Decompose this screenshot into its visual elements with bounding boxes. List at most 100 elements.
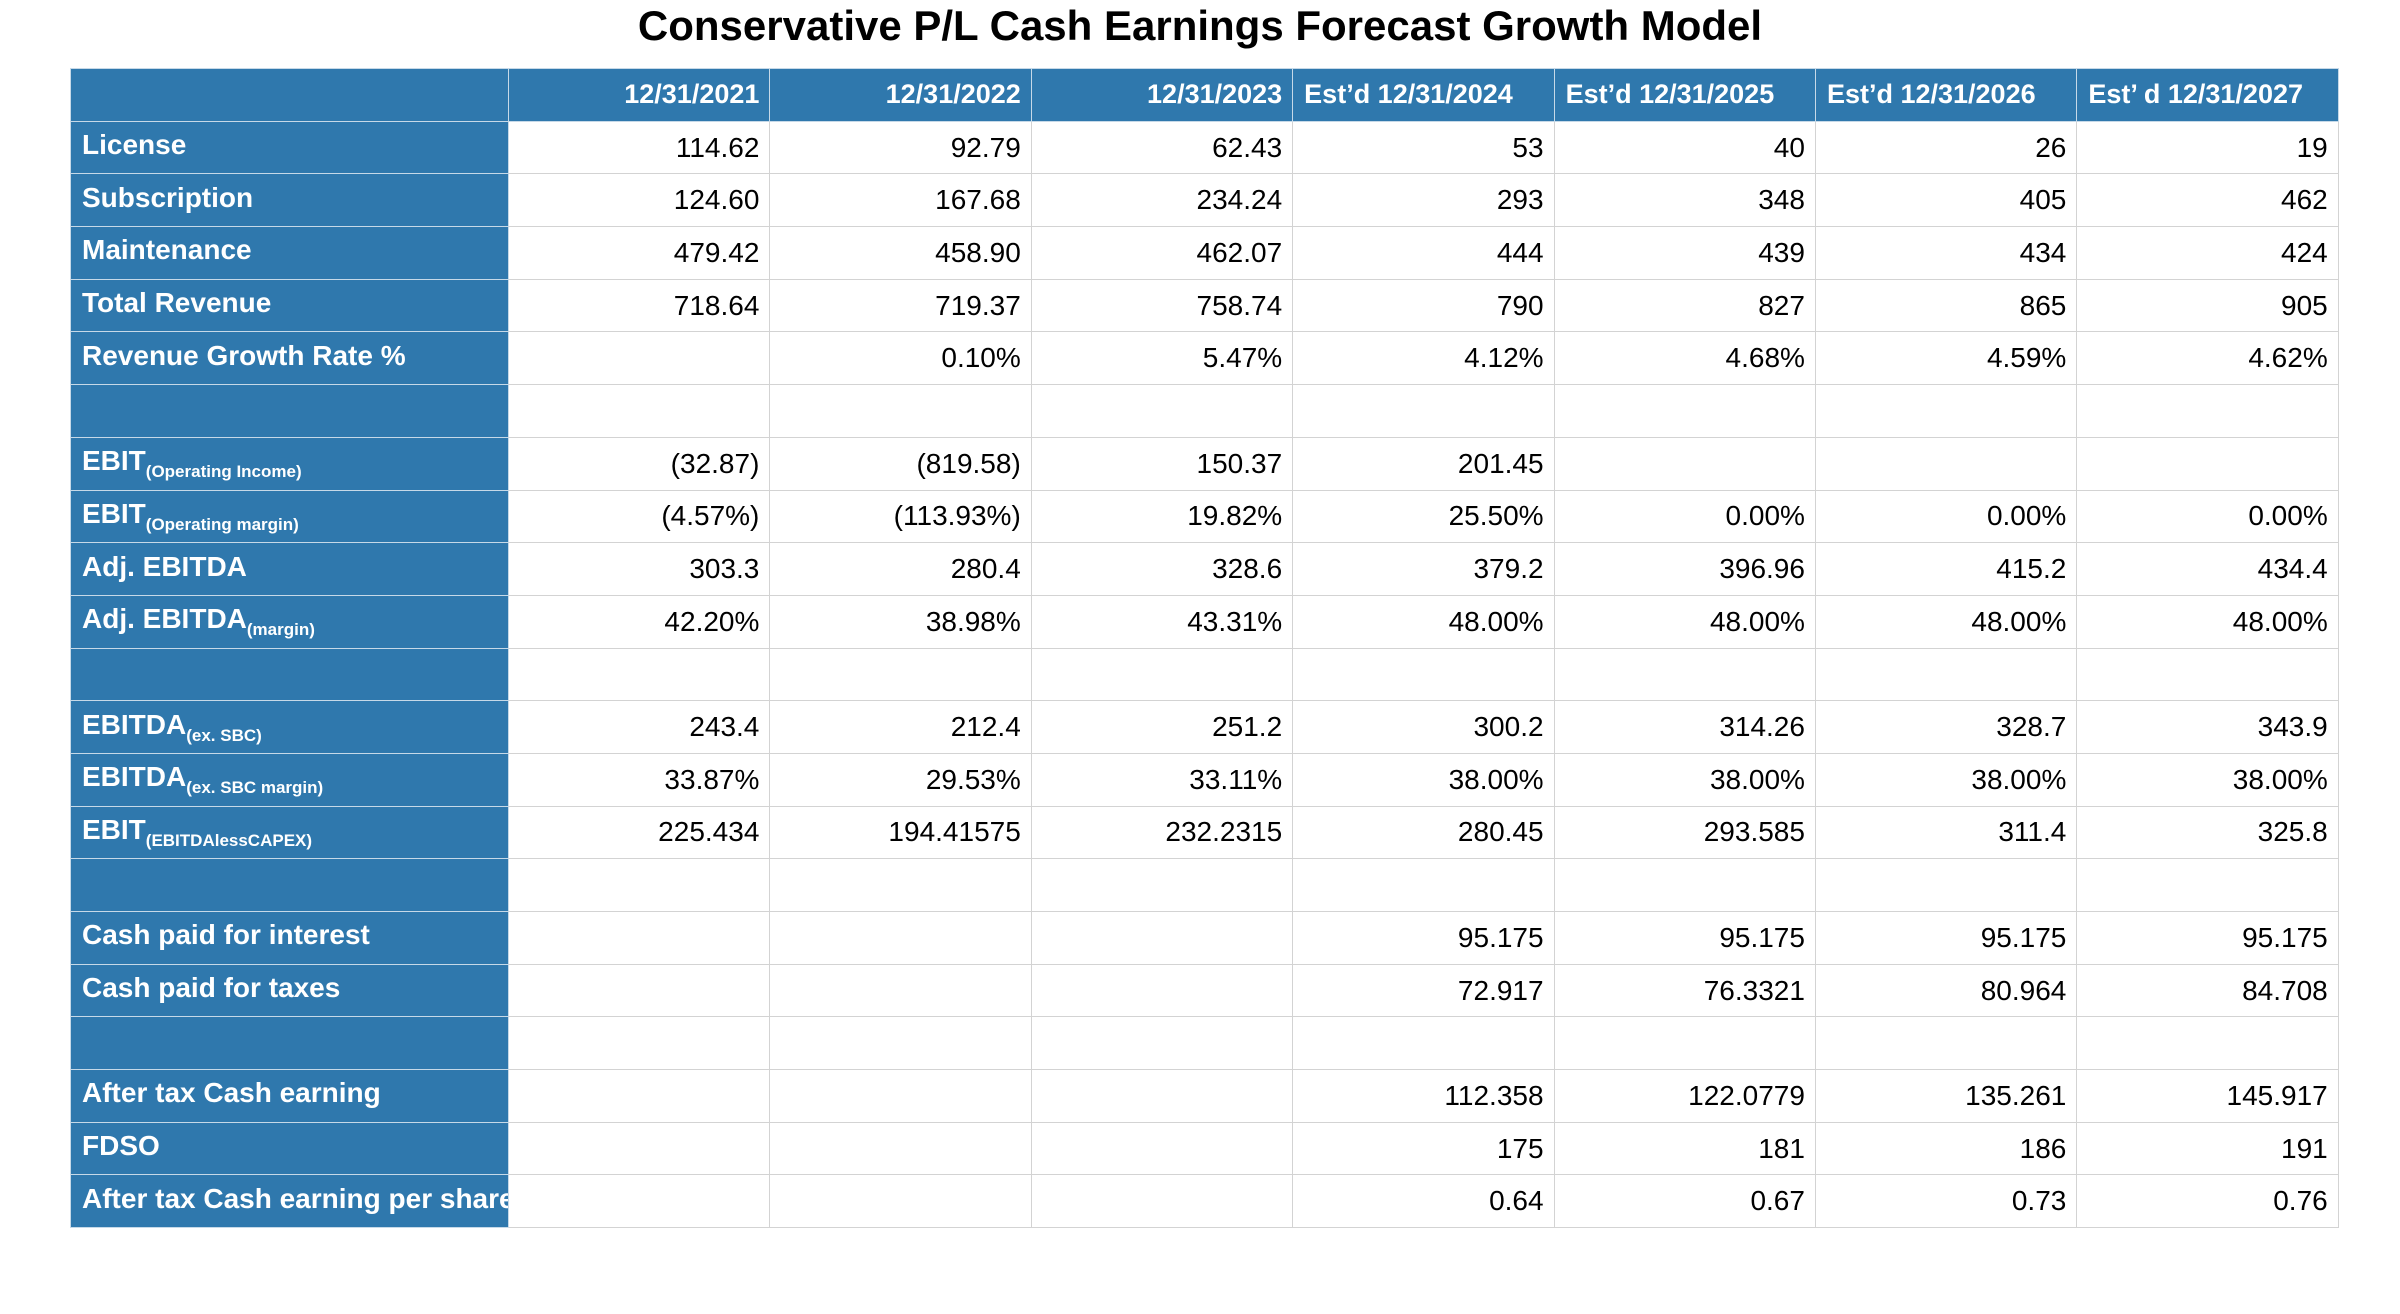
row-label-subscript: (Operating margin) <box>145 514 299 534</box>
value-cell <box>507 647 771 702</box>
value-cell: 167.68 <box>769 173 1032 228</box>
value-cell <box>1030 911 1294 965</box>
value-cell: 4.12% <box>1292 331 1555 386</box>
row-label-cell: EBITDA(ex. SBC margin) <box>70 752 509 807</box>
value-cell: 790 <box>1292 278 1555 333</box>
table-body: License 114.62 92.79 62.43 53 40 26 19 Subscript… <box>70 120 2339 1229</box>
value-cell <box>1553 858 1816 912</box>
row-label: After tax Cash earning per share <box>82 1182 509 1214</box>
row-label-cell: EBIT(Operating Income) <box>70 436 509 491</box>
value-cell: 415.2 <box>1814 542 2078 596</box>
value-cell: 439 <box>1553 226 1816 280</box>
row-label-cell: FDSO <box>70 1121 509 1176</box>
value-cell: 95.175 <box>1814 911 2078 965</box>
value-cell: 48.00% <box>1814 594 2078 649</box>
row-label: EBIT <box>82 497 146 529</box>
value-cell: 905 <box>2076 278 2339 333</box>
value-cell: 38.98% <box>769 594 1032 649</box>
value-cell: 135.261 <box>1814 1069 2078 1123</box>
value-cell: 4.59% <box>1814 331 2078 386</box>
value-cell: 186 <box>1814 1121 2078 1176</box>
row-label-cell: Cash paid for interest <box>70 911 509 965</box>
row-label: Maintenance <box>82 234 252 266</box>
value-cell: 225.434 <box>507 805 771 860</box>
value-cell <box>769 1016 1032 1071</box>
row-label-cell: After tax Cash earning per share <box>70 1174 509 1229</box>
value-cell <box>1553 647 1816 702</box>
row-label: EBITDA <box>82 761 187 793</box>
value-cell <box>1292 647 1555 702</box>
value-cell: 175 <box>1292 1121 1555 1176</box>
table-row: EBIT(Operating margin) (4.57%) (113.93%) 19… <box>70 489 2339 544</box>
column-header: Est’ d 12/31/2027 <box>2076 68 2339 122</box>
table-row: Revenue Growth Rate % 0.10% 5.47% 4.12% 4.68… <box>70 331 2339 386</box>
column-header: 12/31/2021 <box>507 68 771 122</box>
value-cell: 80.964 <box>1814 963 2078 1018</box>
value-cell <box>1030 1069 1294 1123</box>
table-row: Adj. EBITDA(margin) 42.20% 38.98% 43.31% 48.… <box>70 594 2339 649</box>
value-cell: 243.4 <box>507 700 771 754</box>
value-cell: 92.79 <box>769 120 1032 175</box>
value-cell: 62.43 <box>1030 120 1294 175</box>
value-cell <box>769 963 1032 1018</box>
value-cell: 434.4 <box>2076 542 2339 596</box>
value-cell: 300.2 <box>1292 700 1555 754</box>
table-row: After tax Cash earning per share 0.64 0.67… <box>70 1174 2339 1229</box>
value-cell: 458.90 <box>769 226 1032 280</box>
table-row: Total Revenue 718.64 719.37 758.74 790 827 865… <box>70 278 2339 333</box>
table-row: After tax Cash earning 112.358 122.0779 135… <box>70 1069 2339 1123</box>
value-cell: 311.4 <box>1814 805 2078 860</box>
value-cell <box>1814 647 2078 702</box>
value-cell: 194.41575 <box>769 805 1032 860</box>
header-corner-cell <box>70 68 509 122</box>
value-cell <box>1292 1016 1555 1071</box>
value-cell: 865 <box>1814 278 2078 333</box>
row-label-cell: Total Revenue <box>70 278 509 333</box>
value-cell <box>1030 1016 1294 1071</box>
value-cell: 38.00% <box>1814 752 2078 807</box>
value-cell: 150.37 <box>1030 436 1294 491</box>
table-row: Subscription 124.60 167.68 234.24 293 348 405 4… <box>70 173 2339 228</box>
value-cell: 201.45 <box>1292 436 1555 491</box>
value-cell <box>769 911 1032 965</box>
value-cell <box>2076 647 2339 702</box>
row-label: Cash paid for interest <box>82 919 370 951</box>
value-cell: 462 <box>2076 173 2339 228</box>
row-label-cell: Subscription <box>70 173 509 228</box>
value-cell <box>769 1174 1032 1229</box>
value-cell <box>507 911 771 965</box>
value-cell: 191 <box>2076 1121 2339 1176</box>
table-row <box>70 858 2339 912</box>
row-label-cell: Cash paid for taxes <box>70 963 509 1018</box>
value-cell: (4.57%) <box>507 489 771 544</box>
table-row: EBIT(EBITDAlessCAPEX) 225.434 194.41575 232… <box>70 805 2339 860</box>
row-label: FDSO <box>82 1130 160 1162</box>
row-label-subscript: (ex. SBC margin) <box>186 778 324 798</box>
value-cell <box>2076 1016 2339 1071</box>
row-label-cell: EBITDA(ex. SBC) <box>70 700 509 754</box>
value-cell: 48.00% <box>1553 594 1816 649</box>
row-label: Cash paid for taxes <box>82 972 341 1004</box>
value-cell: 328.7 <box>1814 700 2078 754</box>
value-cell <box>769 1121 1032 1176</box>
value-cell: 314.26 <box>1553 700 1816 754</box>
value-cell: 25.50% <box>1292 489 1555 544</box>
value-cell: 0.00% <box>1814 489 2078 544</box>
value-cell: 234.24 <box>1030 173 1294 228</box>
value-cell: 212.4 <box>769 700 1032 754</box>
row-label: Adj. EBITDA <box>82 550 247 582</box>
row-label-cell: After tax Cash earning <box>70 1069 509 1123</box>
row-label: EBITDA <box>82 708 187 740</box>
value-cell: 405 <box>1814 173 2078 228</box>
row-label-subscript: (margin) <box>246 620 315 640</box>
table-row: FDSO 175 181 186 191 <box>70 1121 2339 1176</box>
value-cell <box>507 858 771 912</box>
page-title: Conservative P/L Cash Earnings Forecast … <box>637 2 1763 49</box>
value-cell: 0.00% <box>2076 489 2339 544</box>
value-cell: 48.00% <box>2076 594 2339 649</box>
table-row: Adj. EBITDA 303.3 280.4 328.6 379.2 396.96 415… <box>70 542 2339 596</box>
table-row: Cash paid for taxes 72.917 76.3321 80.964 84… <box>70 963 2339 1018</box>
value-cell: 84.708 <box>2076 963 2339 1018</box>
value-cell <box>1030 1121 1294 1176</box>
value-cell: 48.00% <box>1292 594 1555 649</box>
